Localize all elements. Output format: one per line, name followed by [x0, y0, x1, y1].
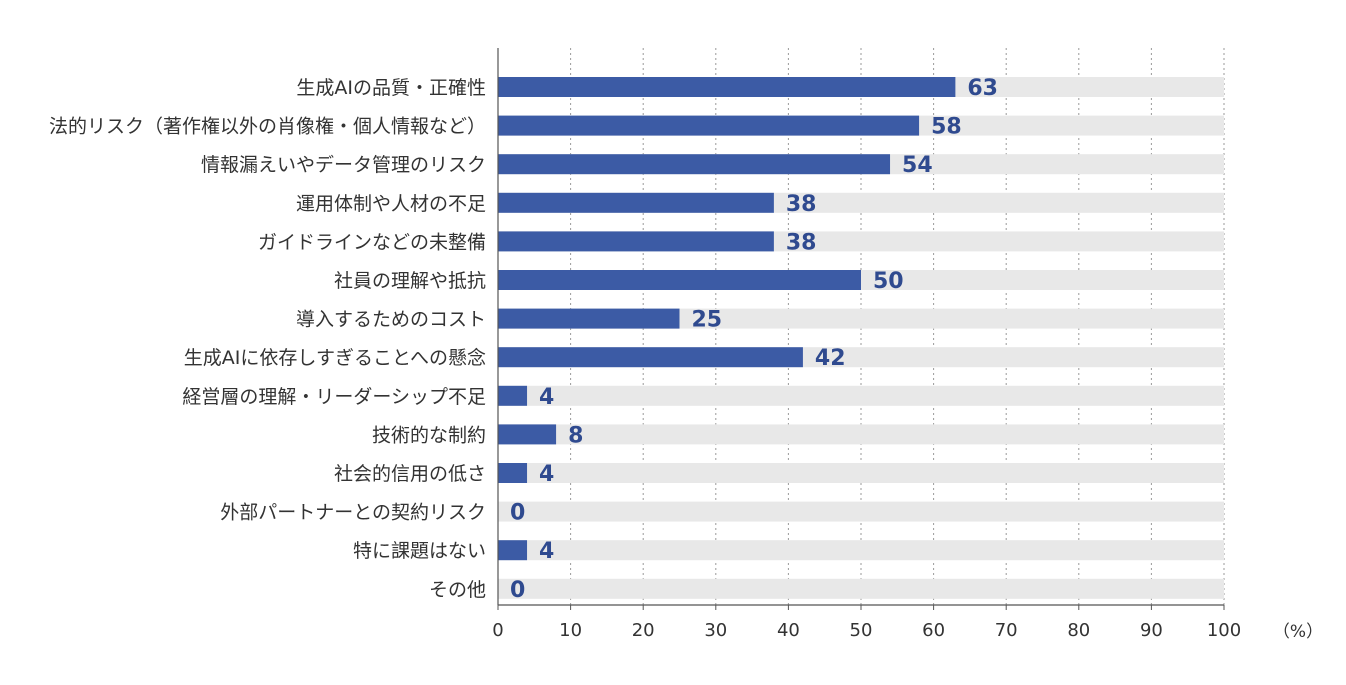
x-tick-label-30: 30 — [704, 620, 727, 641]
bar-8 — [498, 347, 803, 368]
value-label-1: 63 — [967, 76, 998, 101]
bar-track-13 — [498, 540, 1224, 561]
x-tick-label-60: 60 — [922, 620, 945, 641]
bar-13 — [498, 540, 528, 561]
bar-track-9 — [498, 385, 1224, 406]
bar-6 — [498, 270, 861, 290]
bar-2 — [498, 115, 920, 136]
bar-layer — [498, 77, 956, 561]
value-label-8: 42 — [815, 346, 846, 371]
value-label-7: 25 — [692, 308, 723, 333]
value-label-11: 4 — [539, 462, 554, 487]
x-tick-label-80: 80 — [1067, 620, 1090, 641]
value-label-6: 50 — [873, 269, 904, 294]
x-tick-label-90: 90 — [1140, 620, 1163, 641]
bar-1 — [498, 77, 956, 97]
x-tick-label-100: 100 — [1207, 620, 1241, 641]
x-tick-label-50: 50 — [850, 620, 873, 641]
value-label-9: 4 — [539, 385, 554, 410]
bar-track-14 — [498, 578, 1224, 599]
category-label-3: 情報漏えいやデータ管理のリスク — [201, 154, 486, 176]
bar-5 — [498, 231, 774, 252]
x-tick-label-20: 20 — [632, 620, 655, 641]
bar-10 — [498, 424, 557, 445]
x-axis-unit-label: （%） — [1273, 622, 1323, 642]
value-label-3: 54 — [902, 153, 933, 178]
category-label-11: 社会的信用の低さ — [334, 463, 486, 485]
category-label-1: 生成AIの品質・正確性 — [296, 77, 486, 99]
bar-7 — [498, 308, 680, 329]
category-label-5: ガイドラインなどの未整備 — [258, 231, 486, 253]
axis-layer — [497, 48, 1225, 610]
value-label-5: 38 — [786, 230, 817, 255]
category-label-10: 技術的な制約 — [372, 424, 486, 446]
category-label-14: その他 — [429, 579, 486, 601]
value-label-4: 38 — [786, 192, 817, 217]
x-tick-label-40: 40 — [777, 620, 800, 641]
category-label-9: 経営層の理解・リーダーシップ不足 — [182, 386, 486, 408]
x-tick-label-70: 70 — [995, 620, 1018, 641]
category-label-4: 運用体制や人材の不足 — [296, 193, 486, 215]
category-label-13: 特に課題はない — [353, 540, 486, 562]
x-tick-label-10: 10 — [559, 620, 582, 641]
category-label-6: 社員の理解や抵抗 — [334, 270, 486, 292]
value-label-10: 8 — [568, 423, 583, 448]
category-label-7: 導入するためのコスト — [296, 309, 486, 331]
value-label-14: 0 — [510, 578, 525, 603]
category-label-2: 法的リスク（著作権以外の肖像権・個人情報など） — [49, 116, 486, 138]
bar-4 — [498, 192, 774, 213]
bar-track-12 — [498, 501, 1224, 522]
bar-track-11 — [498, 463, 1224, 483]
category-label-8: 生成AIに依存しすぎることへの懸念 — [184, 346, 486, 369]
bar-9 — [498, 385, 528, 406]
value-label-12: 0 — [510, 501, 525, 526]
bar-11 — [498, 463, 528, 483]
bar-3 — [498, 154, 891, 175]
value-label-13: 4 — [539, 539, 554, 564]
category-label-12: 外部パートナーとの契約リスク — [220, 502, 486, 524]
value-label-2: 58 — [931, 115, 962, 140]
x-tick-label-0: 0 — [492, 620, 503, 641]
bar-track-10 — [498, 424, 1224, 445]
